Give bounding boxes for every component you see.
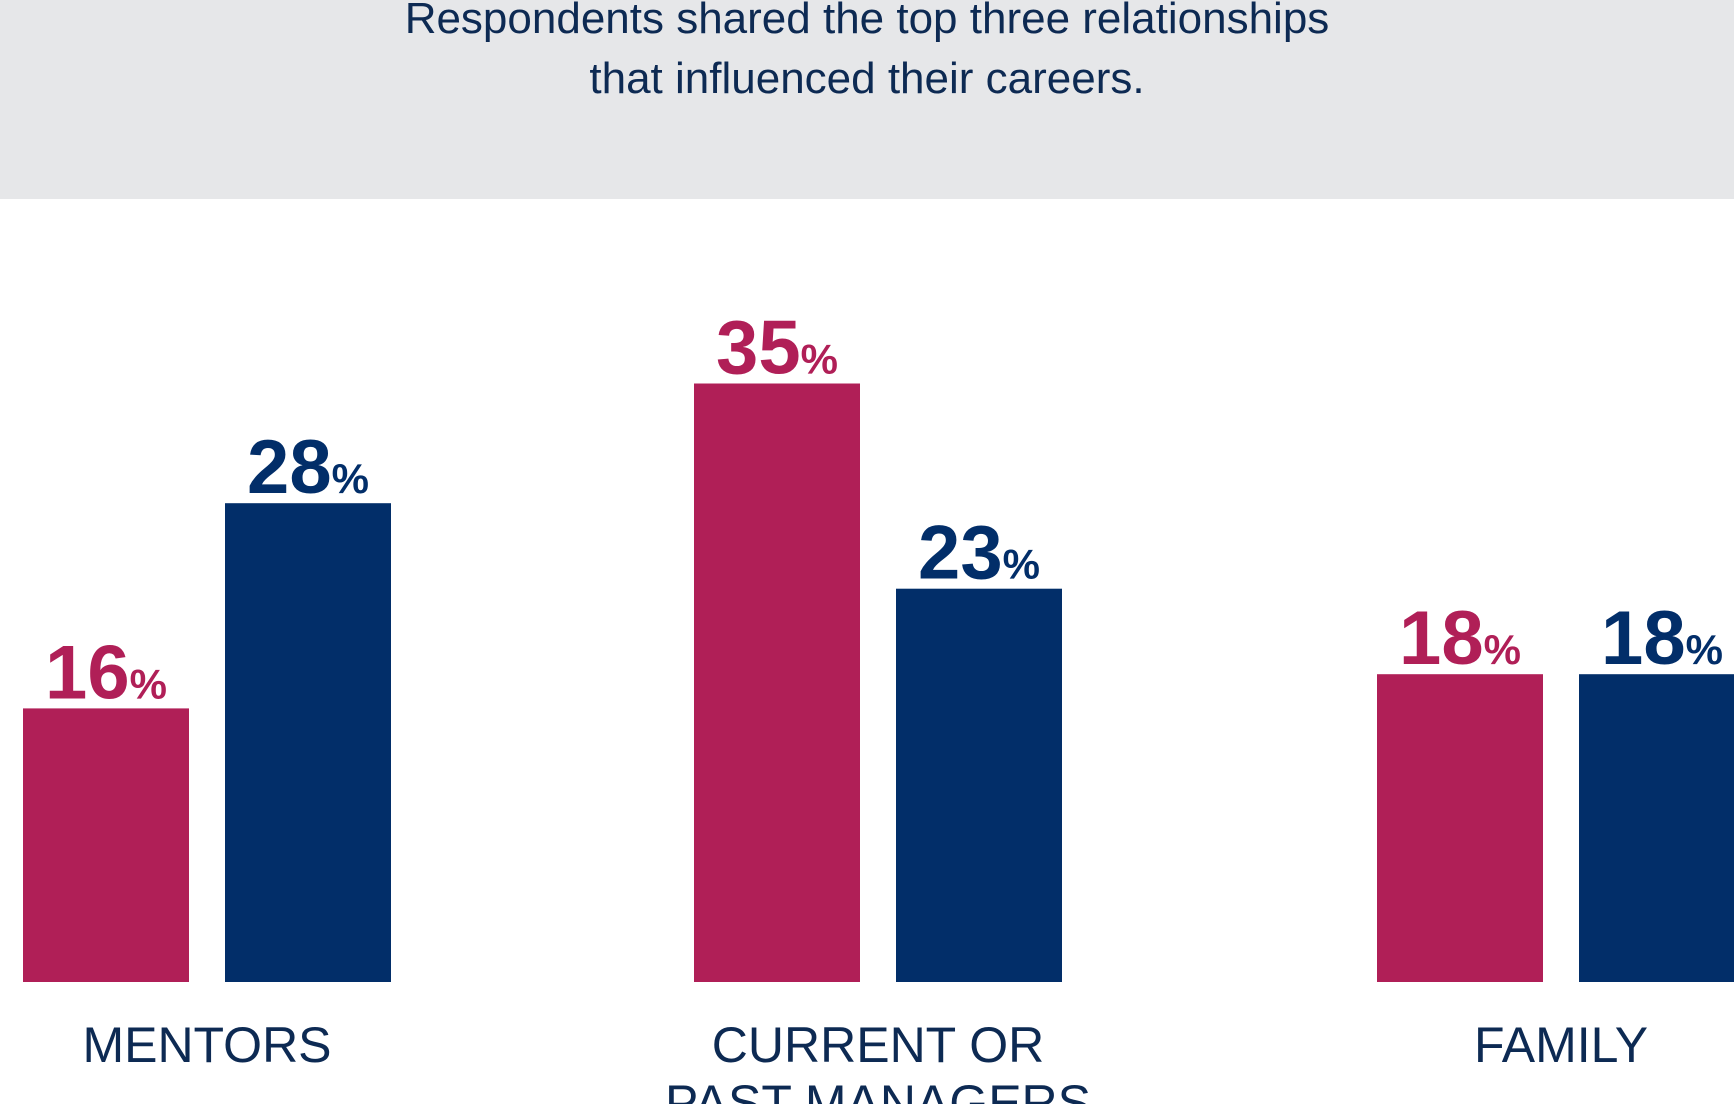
- data-label: 16%: [45, 630, 167, 715]
- data-label: 18%: [1399, 596, 1521, 681]
- data-label-suffix: %: [130, 660, 167, 707]
- data-label-suffix: %: [1003, 541, 1040, 588]
- data-label-suffix: %: [801, 336, 838, 383]
- data-label-value: 18: [1399, 596, 1484, 681]
- data-label-suffix: %: [332, 455, 369, 502]
- bar-group: 18% 18%FAMILY: [1377, 596, 1734, 1073]
- data-label: 18%: [1601, 596, 1723, 681]
- data-label: 23%: [918, 511, 1040, 596]
- category-label: MENTORS: [82, 1017, 331, 1073]
- data-label: 28%: [247, 425, 369, 510]
- data-label-value: 28: [247, 425, 332, 510]
- bar: [1377, 674, 1543, 982]
- category-label: PAST MANAGERS: [665, 1075, 1091, 1104]
- category-label: CURRENT OR: [712, 1017, 1044, 1073]
- bar: [896, 588, 1062, 982]
- subtitle-line-1: Respondents shared the top three relatio…: [404, 0, 1330, 43]
- data-label-value: 35: [716, 306, 801, 391]
- data-label-value: 23: [918, 511, 1003, 596]
- data-label-value: 16: [45, 630, 130, 715]
- bar-group: 16%28%MENTORS: [23, 425, 391, 1073]
- subtitle-line-2: that influenced their careers.: [589, 54, 1145, 103]
- data-label-suffix: %: [1686, 626, 1723, 673]
- data-label: 35%: [716, 306, 838, 391]
- bar: [23, 708, 189, 982]
- bar: [694, 383, 860, 982]
- header-band: Respondents shared the top three relatio…: [0, 0, 1734, 199]
- data-label-suffix: %: [1484, 626, 1521, 673]
- bar: [1579, 674, 1734, 982]
- data-label-value: 18: [1601, 596, 1686, 681]
- bar: [225, 503, 391, 982]
- category-label: FAMILY: [1474, 1017, 1648, 1073]
